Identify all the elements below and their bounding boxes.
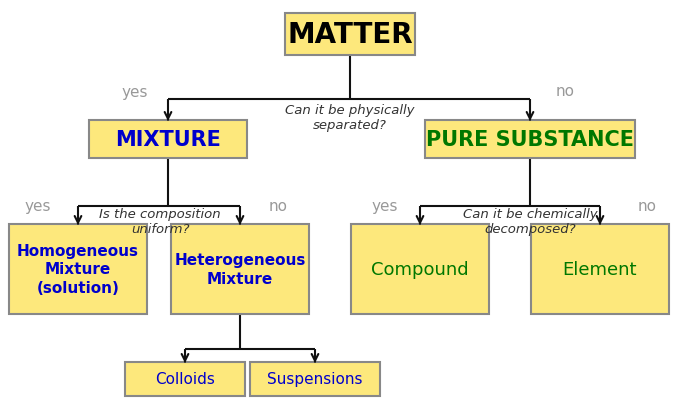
Text: PURE SUBSTANCE: PURE SUBSTANCE	[426, 130, 634, 150]
Text: Colloids: Colloids	[155, 372, 215, 387]
Text: MATTER: MATTER	[287, 21, 413, 49]
Text: Element: Element	[563, 260, 637, 278]
Text: yes: yes	[122, 84, 148, 99]
Text: Heterogeneous
Mixture: Heterogeneous Mixture	[174, 253, 306, 286]
FancyBboxPatch shape	[531, 224, 669, 314]
Text: yes: yes	[372, 199, 398, 214]
Text: Is the composition
uniform?: Is the composition uniform?	[99, 207, 220, 235]
Text: Homogeneous
Mixture
(solution): Homogeneous Mixture (solution)	[17, 243, 139, 295]
Text: no: no	[638, 199, 657, 214]
FancyBboxPatch shape	[250, 362, 380, 396]
FancyBboxPatch shape	[285, 14, 415, 56]
FancyBboxPatch shape	[9, 224, 147, 314]
Text: Can it be chemically
decomposed?: Can it be chemically decomposed?	[463, 207, 597, 235]
FancyBboxPatch shape	[171, 224, 309, 314]
Text: Suspensions: Suspensions	[267, 372, 363, 387]
FancyBboxPatch shape	[425, 121, 635, 159]
FancyBboxPatch shape	[125, 362, 245, 396]
Text: Compound: Compound	[371, 260, 469, 278]
Text: MIXTURE: MIXTURE	[115, 130, 221, 150]
Text: yes: yes	[25, 199, 51, 214]
Text: Can it be physically
separated?: Can it be physically separated?	[286, 104, 414, 132]
FancyBboxPatch shape	[89, 121, 247, 159]
Text: no: no	[556, 84, 575, 99]
Text: no: no	[269, 199, 288, 214]
FancyBboxPatch shape	[351, 224, 489, 314]
